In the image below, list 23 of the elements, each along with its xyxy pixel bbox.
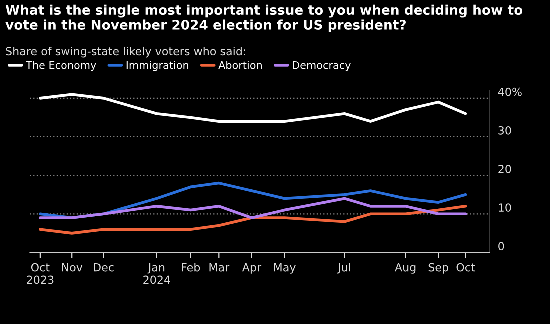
legend-label: Abortion: [218, 61, 262, 70]
y-tick-label: 10: [499, 204, 512, 212]
x-tick-label: Aug: [395, 263, 416, 274]
y-tick-label: 0: [498, 242, 504, 251]
legend-label: Democracy: [293, 62, 351, 72]
x-tick-label: Jul: [337, 263, 350, 274]
x-tick-label: Jan 2024: [144, 263, 170, 284]
y-tick-label: 20: [498, 165, 512, 174]
y-tick-label: 30: [498, 126, 512, 135]
x-tick-label: Feb: [182, 263, 200, 272]
chart-subtitle: Share of swing-state likely voters who said:: [6, 46, 246, 58]
x-tick-label: Dec: [94, 263, 114, 272]
legend-label: Immigration: [126, 61, 188, 72]
x-tick-label: Oct 2023: [27, 263, 54, 284]
x-tick-label: Apr: [242, 263, 262, 274]
x-tick-label: Sep: [428, 263, 448, 274]
legend-label: The Economy: [26, 61, 96, 72]
x-tick-label: Nov: [62, 263, 83, 272]
chart-title: What is the single most important issue to you when deciding how to vote in the November 2024 election for US president?: [6, 4, 523, 33]
y-tick-label: 40%: [498, 88, 522, 96]
x-tick-label: Oct: [456, 263, 476, 272]
x-tick-label: Mar: [210, 263, 230, 272]
x-tick-label: May: [274, 263, 296, 274]
